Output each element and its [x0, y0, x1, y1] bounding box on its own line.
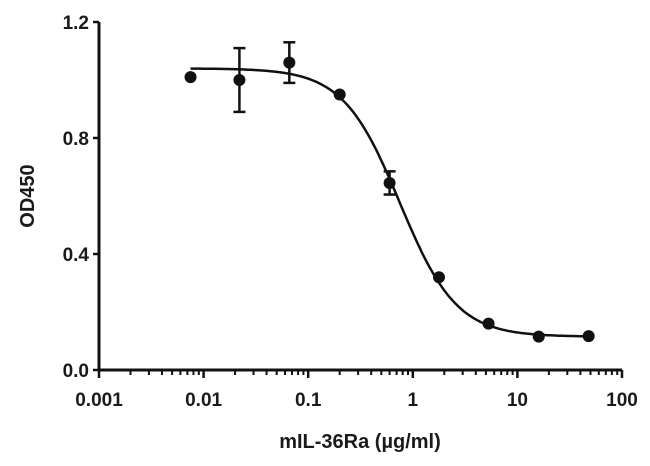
axes: 0.0 0.4 0.8 1.2 0.001 0.01 0.1 1 10 100: [63, 13, 638, 411]
data-point: [432, 271, 445, 284]
data-point: [233, 74, 246, 86]
data-points: [184, 41, 595, 343]
data-point: [582, 330, 595, 343]
data-point: [532, 330, 545, 343]
y-tick-label: 1.2: [63, 13, 89, 34]
data-point: [283, 56, 296, 69]
fit-curve-path: [190, 67, 589, 338]
data-point: [333, 88, 346, 101]
x-axis-title: mIL-36Ra (µg/ml): [279, 431, 441, 453]
data-point: [482, 317, 495, 330]
y-tick-label: 0.0: [63, 361, 89, 382]
x-tick-label: 1: [408, 390, 419, 411]
x-tick-label: 0.001: [75, 390, 123, 411]
y-axis-title: OD450: [17, 164, 39, 227]
fit-curve: [190, 67, 589, 338]
y-tick-label: 0.4: [63, 245, 90, 266]
x-tick-label: 10: [507, 390, 528, 411]
x-tick-label: 100: [606, 390, 638, 411]
data-point: [383, 176, 396, 189]
y-tick-label: 0.8: [63, 129, 89, 150]
data-point: [184, 71, 197, 84]
x-tick-label: 0.1: [295, 390, 322, 411]
x-tick-label: 0.01: [185, 390, 222, 411]
